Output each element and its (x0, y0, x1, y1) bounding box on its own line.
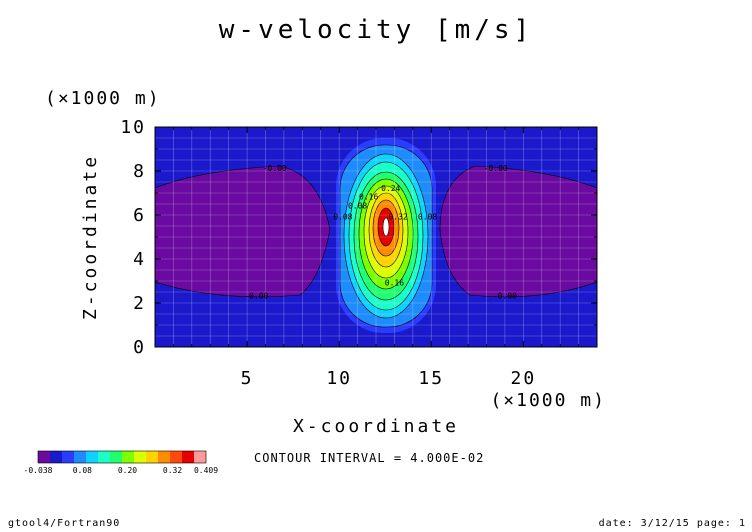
y-axis-label: Z-coordinate (80, 154, 101, 320)
y-tick-label: 8 (133, 161, 146, 182)
chart-title: w-velocity [m/s] (219, 15, 533, 45)
colorbar-frame (37, 450, 207, 464)
colorbar-tick-label: -0.038 (24, 466, 53, 475)
x-tick-label: 5 (241, 368, 254, 389)
colorbar-tick-label: 0.32 (163, 466, 182, 475)
contour-labels: -0.00 -0.00-0.00 -0.000.240.160.080.08 0.08… (244, 164, 517, 301)
contour-label: 0.16 (385, 278, 404, 287)
colorbar-swatch (182, 451, 195, 463)
contour-label: 0.32 (388, 212, 407, 221)
contour-label: -0.00 (484, 164, 508, 173)
contour-label: -0.00 (244, 292, 268, 301)
contour-label: -0.00 (493, 292, 517, 301)
colorbar-swatch (74, 451, 87, 463)
colorbar-swatch (86, 451, 99, 463)
negative-region-right (439, 165, 597, 298)
contour-label: 0.16 (359, 193, 378, 202)
contour-interval: CONTOUR INTERVAL = 4.000E-02 (254, 451, 484, 465)
contour-0.40 (382, 217, 390, 237)
y-tick-label: 10 (120, 117, 146, 138)
footer-left: gtool4/Fortran90 (8, 518, 120, 529)
contour-label: -0.00 (263, 164, 287, 173)
colorbar-swatch (50, 451, 63, 463)
colorbar-swatch (146, 451, 159, 463)
colorbar-swatch (98, 451, 111, 463)
colorbar-swatch (194, 451, 207, 463)
footer-right: date: 3/12/15 page: 1 (599, 518, 746, 529)
colorbar-tick-label: 0.08 (73, 466, 92, 475)
colorbar: -0.038 0.08 0.20 0.32 0.409 (24, 450, 218, 475)
colorbar-swatch (158, 451, 171, 463)
x-tick-label: 15 (418, 368, 444, 389)
colorbar-swatch (134, 451, 147, 463)
colorbar-tick-label: 0.20 (118, 466, 137, 475)
grid-lines (155, 127, 597, 347)
x-tick-label: 20 (510, 368, 536, 389)
y-tick-label: 2 (133, 293, 146, 314)
colorbar-swatch (122, 451, 135, 463)
colorbar-swatch (62, 451, 75, 463)
y-axis-ticks: 0 2 4 6 8 10 (120, 117, 597, 358)
x-axis-ticks: 5 10 15 20 (173, 127, 579, 389)
colorbar-tick-label: 0.409 (194, 466, 218, 475)
x-axis-label: X-coordinate (293, 416, 459, 437)
plot-area: -0.00 -0.00-0.00 -0.000.240.160.080.08 0.08… (155, 127, 597, 347)
contour-label: 0.24 (381, 184, 400, 193)
negative-region-left (155, 165, 331, 298)
contour-label: 0.08 (333, 212, 352, 221)
contour-label: 0.08 (348, 201, 367, 210)
x-axis-unit: (×1000 m) (490, 390, 606, 411)
x-tick-label: 10 (326, 368, 352, 389)
y-tick-label: 0 (133, 337, 146, 358)
colorbar-swatch (38, 451, 51, 463)
y-axis-unit: (×1000 m) (45, 88, 161, 109)
y-tick-label: 6 (133, 205, 146, 226)
colorbar-swatch (110, 451, 123, 463)
y-tick-label: 4 (133, 249, 146, 270)
updraft-contours (336, 138, 436, 333)
contour-label: 0.08 (418, 212, 437, 221)
colorbar-swatch (170, 451, 183, 463)
